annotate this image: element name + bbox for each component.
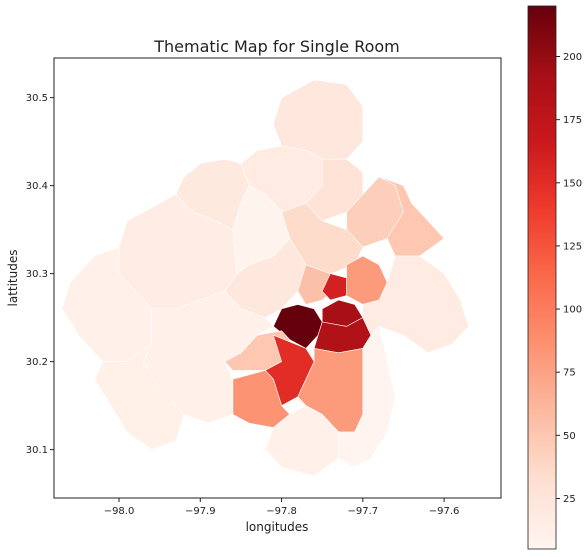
x-tick-label: −98.0 <box>104 506 135 517</box>
region-north-central <box>281 202 364 274</box>
colorbar-tick-label: 175 <box>563 115 582 126</box>
x-tick-label: −97.6 <box>429 506 460 517</box>
colorbar-ticks: 25 50 75 100 125 150 175 200 <box>556 52 582 505</box>
colorbar-tick-label: 50 <box>563 431 576 442</box>
colorbar-tick-label: 150 <box>563 178 582 189</box>
y-tick-label: 30.3 <box>26 269 48 280</box>
colorbar-tick-label: 25 <box>563 494 576 505</box>
y-axis-label: lattitudes <box>6 250 20 307</box>
x-axis-label: longitudes <box>246 520 309 534</box>
colorbar <box>527 5 557 550</box>
x-tick-label: −97.7 <box>348 506 379 517</box>
region-central-hot-small <box>321 273 347 301</box>
y-tick-label: 30.2 <box>26 357 48 368</box>
chart-title: Thematic Map for Single Room <box>153 37 400 56</box>
region-southeast-far <box>338 326 396 468</box>
plot-frame <box>53 57 502 499</box>
colorbar-tick-label: 75 <box>563 368 576 379</box>
colorbar-tick-label: 100 <box>563 305 582 316</box>
region-east-outer <box>362 255 469 354</box>
y-tick-label: 30.1 <box>26 445 48 456</box>
x-tick-label: −97.8 <box>266 506 297 517</box>
map-regions <box>61 79 469 477</box>
colorbar-tick-label: 125 <box>563 241 582 252</box>
x-axis: −98.0 −97.9 −97.8 −97.7 −97.6 <box>104 498 460 517</box>
y-tick-label: 30.5 <box>26 93 48 104</box>
region-far-southwest <box>94 343 185 450</box>
y-tick-label: 30.4 <box>26 181 48 192</box>
colorbar-tick-label: 200 <box>563 52 582 63</box>
y-axis: 30.1 30.2 30.3 30.4 30.5 <box>26 93 54 456</box>
x-tick-label: −97.9 <box>185 506 216 517</box>
region-far-north <box>273 79 364 160</box>
